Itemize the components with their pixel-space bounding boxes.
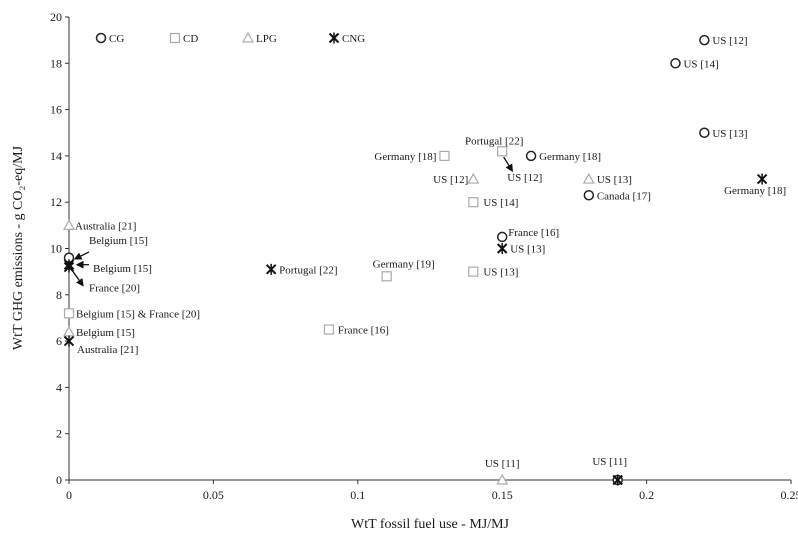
lpg-point [467, 172, 480, 184]
y-tick-label: 4 [56, 380, 62, 394]
cd-point [323, 324, 335, 335]
point-label: US [13] [483, 267, 518, 279]
point-label: US [13] [510, 244, 545, 256]
point-label: US [14] [683, 58, 718, 70]
point-label: France [16] [508, 227, 559, 239]
cd-point [468, 197, 479, 208]
cng-point [496, 243, 508, 254]
y-tick-label: 2 [56, 427, 62, 441]
legend-label: LPG [256, 33, 277, 45]
point-label: Portugal [22] [465, 135, 523, 147]
point-label: Belgium [15] [76, 327, 135, 339]
cng-point [756, 173, 768, 185]
point-label: France [20] [89, 283, 140, 295]
x-axis-label: WtT fossil fuel use - MJ/MJ [351, 517, 510, 532]
y-tick-label: 12 [50, 195, 62, 209]
cng-point [265, 263, 277, 275]
cg-point [670, 58, 681, 69]
point-label: Belgium [15] [89, 235, 148, 247]
point-label: Australia [21] [77, 344, 138, 356]
legend: CG CD LPG CNG [95, 31, 365, 45]
legend-item-cd: CD [169, 32, 198, 45]
point-label: France [16] [338, 325, 389, 337]
lpg-point [62, 219, 76, 230]
x-tick-label: 0 [66, 488, 72, 502]
x-tick-label: 0.2 [639, 488, 654, 502]
legend-item-cg: CG [95, 32, 124, 45]
cng-point [63, 259, 75, 271]
lpg-point [496, 473, 509, 485]
point-label: Germany [19] [373, 258, 435, 270]
point-label: Belgium [15] [93, 263, 152, 275]
data-points [62, 34, 768, 486]
point-labels: US [12] US [14] US [13] Germany [18] Canada … [75, 35, 786, 470]
point-label: US [13] [712, 128, 747, 140]
ticks: 0 0.05 0.1 0.15 0.2 0.25 0 2 4 6 8 10 12 14 16 18 20 [50, 10, 798, 502]
x-tick-label: 0.05 [203, 488, 224, 502]
x-tick-label: 0.25 [781, 488, 798, 502]
y-tick-label: 8 [56, 288, 62, 302]
cg-point [699, 127, 710, 138]
legend-marker-square [169, 32, 181, 44]
cg-point [525, 150, 537, 162]
legend-marker-star [328, 32, 340, 44]
legend-item-cng: CNG [328, 32, 365, 45]
point-label: US [13] [597, 174, 632, 186]
x-tick-label: 0.15 [492, 488, 513, 502]
point-label: Germany [18] [539, 151, 601, 163]
legend-marker-circle [95, 32, 107, 44]
annotation-arrow [73, 251, 90, 260]
cg-point [496, 231, 508, 243]
x-tick-label: 0.1 [350, 488, 365, 502]
point-label: Belgium [15] & France [20] [76, 308, 200, 320]
legend-label: CD [183, 33, 198, 45]
lpg-point [62, 325, 76, 337]
point-label: Germany [18] [374, 151, 436, 163]
cd-point [497, 146, 508, 157]
cd-point [63, 308, 75, 319]
point-label: Germany [18] [724, 185, 786, 197]
legend-marker-triangle [241, 31, 255, 43]
point-label: Portugal [22] [279, 264, 337, 276]
point-label: US [12] [712, 35, 747, 47]
annotation-arrows [72, 156, 513, 287]
cg-point [699, 34, 710, 46]
cd-point [468, 266, 479, 277]
y-tick-label: 10 [50, 242, 62, 256]
point-label: Australia [21] [75, 220, 136, 232]
point-label: US [14] [483, 197, 518, 209]
annotation-arrow [503, 156, 513, 173]
cng-point [63, 335, 75, 347]
annotation-label: US [12] [507, 172, 542, 184]
lpg-point [582, 172, 595, 184]
cng-point [612, 474, 623, 486]
legend-label: CNG [342, 33, 365, 45]
y-tick-label: 16 [50, 103, 62, 117]
y-tick-label: 18 [50, 56, 62, 70]
axes [68, 17, 791, 481]
y-axis-label: WtT GHG emissions - g CO₂-eq/MJ [11, 145, 26, 350]
y-tick-label: 14 [50, 149, 62, 163]
y-tick-label: 0 [56, 473, 62, 487]
point-label: US [11] [592, 456, 627, 468]
annotation-arrow [72, 271, 84, 287]
cd-point [381, 271, 392, 282]
point-label: US [11] [485, 458, 520, 470]
y-tick-label: 20 [50, 10, 62, 24]
point-label: Canada [17] [597, 190, 651, 202]
y-tick-label: 6 [56, 334, 62, 348]
legend-label: CG [109, 33, 124, 45]
cg-point [583, 190, 595, 201]
legend-item-lpg: LPG [241, 31, 277, 45]
point-label: US [12] [433, 174, 468, 186]
cd-point [439, 150, 450, 161]
